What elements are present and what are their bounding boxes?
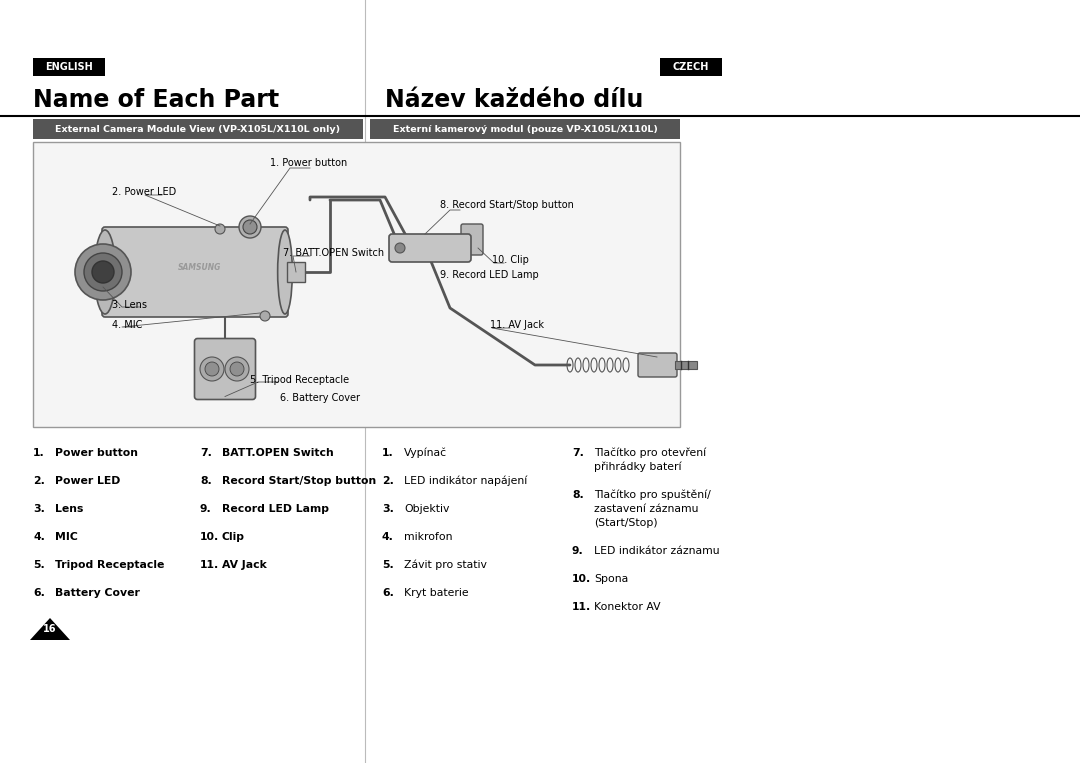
Text: LED indikátor napájení: LED indikátor napájení	[404, 476, 527, 487]
Text: Závit pro stativ: Závit pro stativ	[404, 560, 487, 571]
Text: Spona: Spona	[594, 574, 629, 584]
Text: Tlačítko pro otevření: Tlačítko pro otevření	[594, 448, 706, 459]
Circle shape	[239, 216, 261, 238]
Text: 9.: 9.	[200, 504, 212, 514]
Circle shape	[205, 362, 219, 376]
Circle shape	[230, 362, 244, 376]
Text: MIC: MIC	[55, 532, 78, 542]
Text: 8. Record Start/Stop button: 8. Record Start/Stop button	[440, 200, 573, 210]
Text: 7.: 7.	[200, 448, 212, 458]
Text: External Camera Module View (VP-X105L/X110L only): External Camera Module View (VP-X105L/X1…	[55, 124, 340, 134]
Text: ENGLISH: ENGLISH	[45, 62, 93, 72]
Text: Record Start/Stop button: Record Start/Stop button	[222, 476, 376, 486]
FancyBboxPatch shape	[638, 353, 677, 377]
FancyBboxPatch shape	[461, 224, 483, 255]
Text: 1.: 1.	[382, 448, 394, 458]
Circle shape	[215, 224, 225, 234]
Text: 2. Power LED: 2. Power LED	[112, 187, 176, 197]
Text: 6. Battery Cover: 6. Battery Cover	[280, 393, 360, 403]
Text: 5.: 5.	[33, 560, 44, 570]
Text: 11.: 11.	[200, 560, 219, 570]
Text: CZECH: CZECH	[673, 62, 710, 72]
Text: 4.: 4.	[33, 532, 45, 542]
Text: Power button: Power button	[55, 448, 138, 458]
Circle shape	[395, 243, 405, 253]
Text: 6.: 6.	[33, 588, 45, 598]
Circle shape	[92, 261, 114, 283]
Text: SAMSUNG: SAMSUNG	[178, 262, 221, 272]
Text: 6.: 6.	[382, 588, 394, 598]
Text: Battery Cover: Battery Cover	[55, 588, 140, 598]
Text: Name of Each Part: Name of Each Part	[33, 88, 279, 112]
Text: 2.: 2.	[382, 476, 394, 486]
Text: Vypínač: Vypínač	[404, 448, 447, 459]
Text: 5.: 5.	[382, 560, 394, 570]
Text: mikrofon: mikrofon	[404, 532, 453, 542]
Text: 10. Clip: 10. Clip	[492, 255, 529, 265]
Text: 4.: 4.	[382, 532, 394, 542]
Text: BATT.OPEN Switch: BATT.OPEN Switch	[222, 448, 334, 458]
Bar	[287, 262, 305, 282]
Text: Název každého dílu: Název každého dílu	[384, 88, 644, 112]
Bar	[675, 361, 697, 369]
Ellipse shape	[278, 230, 293, 314]
Text: Tripod Receptacle: Tripod Receptacle	[55, 560, 164, 570]
Circle shape	[225, 357, 249, 381]
Text: Konektor AV: Konektor AV	[594, 602, 661, 612]
Text: Power LED: Power LED	[55, 476, 120, 486]
Circle shape	[84, 253, 122, 291]
Bar	[33, 58, 105, 76]
Text: LED indikátor záznamu: LED indikátor záznamu	[594, 546, 719, 556]
Ellipse shape	[95, 230, 116, 314]
Bar	[33, 142, 680, 427]
Bar	[370, 119, 680, 139]
Text: 4. MIC: 4. MIC	[112, 320, 143, 330]
Text: Externí kamerový modul (pouze VP-X105L/X110L): Externí kamerový modul (pouze VP-X105L/X…	[392, 124, 658, 134]
Text: Record LED Lamp: Record LED Lamp	[222, 504, 329, 514]
Text: 1. Power button: 1. Power button	[270, 158, 348, 168]
Text: 11. AV Jack: 11. AV Jack	[490, 320, 544, 330]
FancyBboxPatch shape	[389, 234, 471, 262]
Text: Lens: Lens	[55, 504, 83, 514]
Text: 3.: 3.	[382, 504, 394, 514]
Circle shape	[75, 244, 131, 300]
Text: 10.: 10.	[572, 574, 591, 584]
Text: Kryt baterie: Kryt baterie	[404, 588, 469, 598]
Text: 3. Lens: 3. Lens	[112, 300, 147, 310]
Text: 8.: 8.	[572, 490, 584, 500]
FancyBboxPatch shape	[194, 339, 256, 400]
Text: Clip: Clip	[222, 532, 245, 542]
Text: 9. Record LED Lamp: 9. Record LED Lamp	[440, 270, 539, 280]
Text: 7.: 7.	[572, 448, 584, 458]
Text: (Start/Stop): (Start/Stop)	[594, 518, 658, 528]
FancyBboxPatch shape	[102, 227, 288, 317]
Circle shape	[243, 220, 257, 234]
Text: AV Jack: AV Jack	[222, 560, 267, 570]
Text: 11.: 11.	[572, 602, 591, 612]
Text: 2.: 2.	[33, 476, 45, 486]
Text: 9.: 9.	[572, 546, 584, 556]
Text: Tlačítko pro spuštění/: Tlačítko pro spuštění/	[594, 490, 711, 501]
Text: 10.: 10.	[200, 532, 219, 542]
Text: zastavení záznamu: zastavení záznamu	[594, 504, 699, 514]
Circle shape	[200, 357, 224, 381]
Text: 5. Tripod Receptacle: 5. Tripod Receptacle	[249, 375, 349, 385]
Text: 1.: 1.	[33, 448, 44, 458]
Text: 7. BATT.OPEN Switch: 7. BATT.OPEN Switch	[283, 248, 384, 258]
Polygon shape	[30, 618, 70, 640]
Text: 8.: 8.	[200, 476, 212, 486]
Text: 3.: 3.	[33, 504, 45, 514]
Circle shape	[260, 311, 270, 321]
Text: přihrádky baterí: přihrádky baterí	[594, 462, 681, 472]
Text: Objektiv: Objektiv	[404, 504, 449, 514]
Text: 16: 16	[43, 624, 57, 634]
Bar	[33, 119, 363, 139]
Bar	[660, 58, 723, 76]
